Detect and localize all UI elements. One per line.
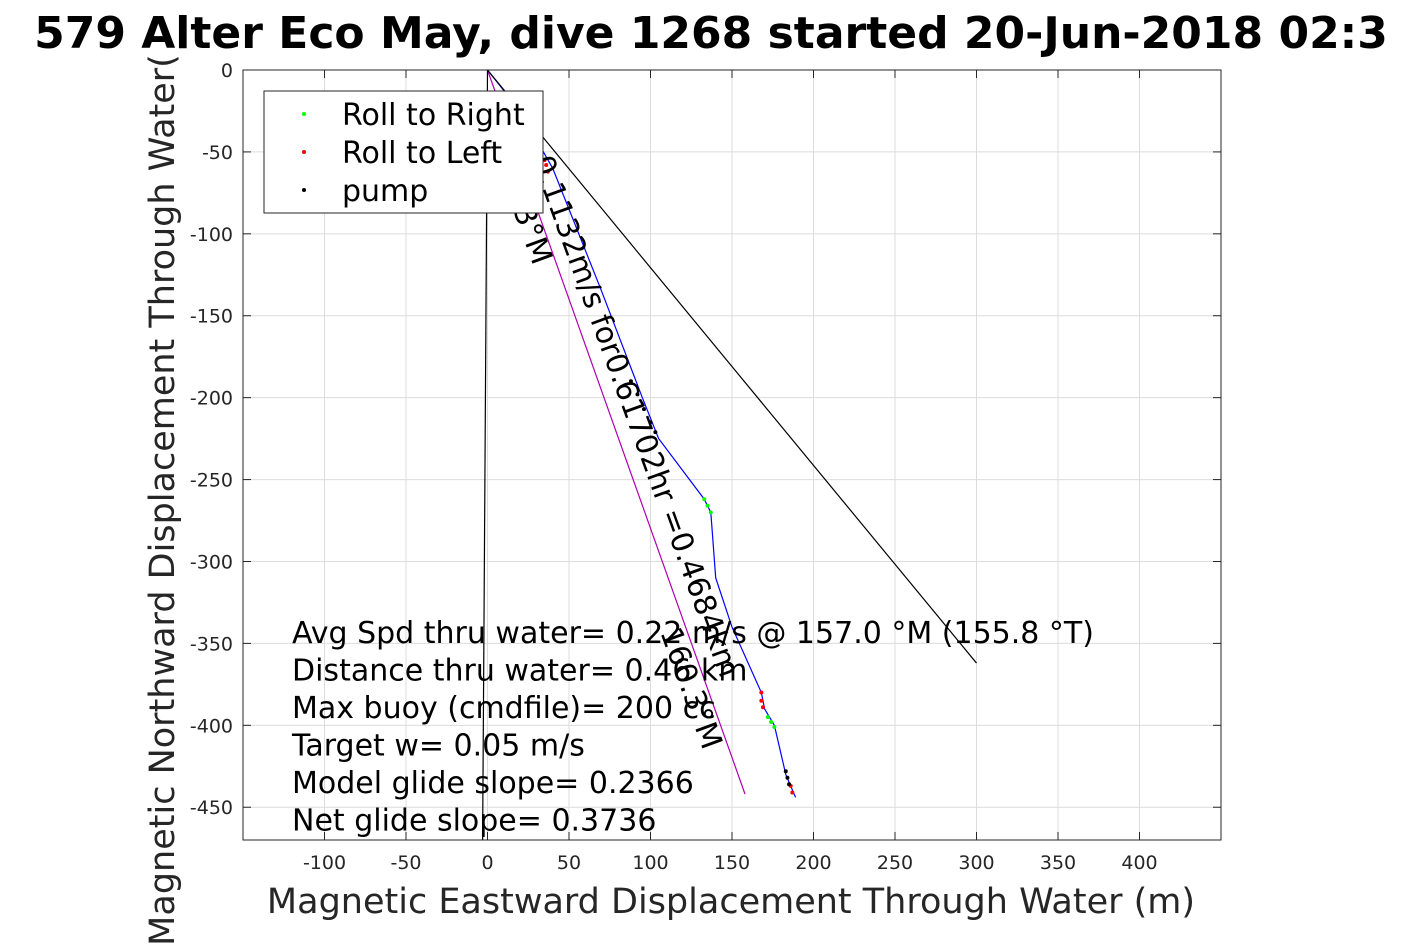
legend-marker — [302, 188, 306, 192]
point-roll-to-right — [702, 497, 707, 502]
y-tick-label: -450 — [190, 797, 233, 819]
summary-annotations: Avg Spd thru water= 0.22 m/s @ 157.0 °M … — [291, 616, 1094, 839]
point-pump — [787, 782, 792, 787]
legend-marker — [302, 112, 306, 116]
y-tick-label: -50 — [202, 142, 233, 164]
x-tick-label: 50 — [557, 852, 581, 874]
point-roll-to-right — [708, 510, 713, 515]
summary-line: Model glide slope= 0.2366 — [292, 766, 694, 801]
y-tick-label: -200 — [190, 388, 233, 410]
x-tick-label: 200 — [795, 852, 831, 874]
legend-marker — [302, 150, 306, 154]
x-tick-label: 150 — [714, 852, 750, 874]
y-tick-label: -300 — [190, 551, 233, 573]
legend-label: Roll to Right — [342, 98, 525, 133]
point-roll-to-right — [705, 503, 710, 508]
point-pump — [783, 769, 788, 774]
point-pump — [635, 392, 640, 397]
y-tick-label: 0 — [221, 60, 233, 82]
x-tick-labels: -100 -50 0 50 100 150 200 250 300 350 400 — [303, 852, 1158, 874]
point-roll-to-left — [760, 705, 765, 710]
summary-line: Net glide slope= 0.3736 — [292, 804, 656, 839]
track-annotation: 0.1132m/s for0.61702hr =0.4684km — [524, 151, 746, 682]
point-pump — [648, 420, 653, 425]
point-roll-to-left — [544, 163, 549, 168]
track-line-2 — [487, 69, 977, 664]
x-tick-label: 400 — [1121, 852, 1157, 874]
legend-label: pump — [342, 174, 428, 209]
x-tick-label: 0 — [481, 852, 493, 874]
chart-title: 579 Alter Eco May, dive 1268 started 20-… — [34, 8, 1388, 59]
point-pump — [641, 407, 646, 412]
summary-line: Distance thru water= 0.46 km — [292, 654, 747, 689]
y-tick-label: -400 — [190, 715, 233, 737]
plot-frame — [242, 69, 1222, 841]
x-tick-label: 100 — [632, 852, 668, 874]
point-pump — [653, 430, 658, 435]
y-tick-label: -150 — [190, 306, 233, 328]
point-roll-to-left — [545, 169, 550, 174]
summary-line: Target w= 0.05 m/s — [291, 729, 585, 764]
summary-line: Avg Spd thru water= 0.22 m/s @ 157.0 °M … — [292, 616, 1094, 651]
y-axis-label: Magnetic Northward Displacement Through … — [143, 54, 183, 945]
y-tick-labels: 0 -50 -100 -150 -200 -250 -300 -350 -400 -450 — [190, 60, 233, 819]
x-tick-label: 250 — [877, 852, 913, 874]
legend-label: Roll to Left — [342, 136, 502, 171]
y-tick-label: -350 — [190, 633, 233, 655]
x-tick-label: -50 — [390, 852, 421, 874]
point-roll-to-right — [765, 715, 770, 720]
y-tick-label: -250 — [190, 470, 233, 492]
point-roll-to-right — [769, 720, 774, 725]
y-tick-label: -100 — [190, 224, 233, 246]
point-roll-to-left — [542, 158, 547, 163]
summary-line: Max buoy (cmdfile)= 200 cc — [292, 691, 716, 726]
x-axis-label: Magnetic Eastward Displacement Through W… — [267, 882, 1195, 922]
x-tick-label: 300 — [958, 852, 994, 874]
point-pump — [628, 379, 633, 384]
x-tick-label: -100 — [303, 852, 346, 874]
point-roll-to-right — [772, 724, 777, 729]
point-roll-to-left — [759, 690, 764, 695]
legend-box — [263, 90, 544, 214]
point-pump — [785, 775, 790, 780]
x-tick-label: 350 — [1040, 852, 1076, 874]
track-line-0 — [487, 69, 797, 798]
point-roll-to-left — [759, 698, 764, 703]
point-roll-to-left — [790, 790, 795, 795]
